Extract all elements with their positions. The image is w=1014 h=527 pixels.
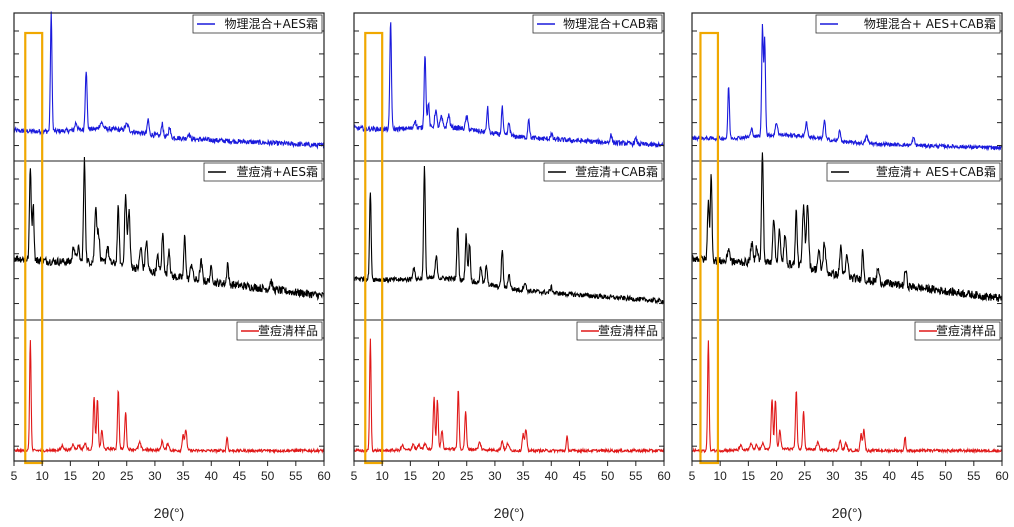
x-tick-label: 10 <box>36 469 50 483</box>
series-line-3-2 <box>691 152 1003 303</box>
x-tick-label: 25 <box>798 469 812 483</box>
x-axis-label: 2θ(°) <box>832 505 863 521</box>
x-tick-label: 55 <box>967 469 981 483</box>
legend-box <box>203 162 323 182</box>
x-tick-label: 5 <box>351 469 358 483</box>
x-tick-label: 20 <box>92 469 106 483</box>
x-tick-label: 20 <box>770 469 784 483</box>
x-tick-label: 25 <box>460 469 474 483</box>
x-tick-label: 50 <box>601 469 615 483</box>
x-tick-label: 45 <box>233 469 247 483</box>
series-line-1-3 <box>13 340 325 455</box>
legend-box <box>815 14 1001 34</box>
series-line-1-2 <box>13 157 325 301</box>
series-line-3-3 <box>691 340 1003 455</box>
x-tick-label: 10 <box>376 469 390 483</box>
legend-box <box>576 321 663 341</box>
x-tick-label: 60 <box>657 469 671 483</box>
series-line-2-2 <box>353 165 665 305</box>
highlight-box <box>364 31 384 465</box>
legend-label: 萱痘清+CAB霜 <box>575 164 658 179</box>
x-tick-label: 60 <box>317 469 331 483</box>
legend-label: 物理混合+AES霜 <box>225 16 318 31</box>
series-line-1-1 <box>13 11 325 150</box>
legend-label: 萱痘清样品 <box>598 323 658 338</box>
x-axis-label: 2θ(°) <box>154 505 185 521</box>
legend-label: 物理混合+ AES+CAB霜 <box>864 16 996 31</box>
x-tick-label: 10 <box>714 469 728 483</box>
series-line-2-3 <box>353 338 665 455</box>
series-line-2-1 <box>353 22 665 149</box>
legend-box <box>236 321 323 341</box>
x-tick-label: 55 <box>629 469 643 483</box>
x-tick-label: 25 <box>120 469 134 483</box>
highlight-box <box>24 31 44 465</box>
legend-label: 萱痘清+ AES+CAB霜 <box>876 164 996 179</box>
legend-box <box>914 321 1001 341</box>
x-tick-label: 15 <box>404 469 418 483</box>
x-tick-label: 40 <box>545 469 559 483</box>
legend-box <box>826 162 1001 182</box>
series-line-3-1 <box>691 24 1003 152</box>
x-tick-label: 55 <box>289 469 303 483</box>
x-tick-label: 35 <box>516 469 530 483</box>
x-tick-label: 15 <box>742 469 756 483</box>
plot-frame <box>13 12 325 462</box>
highlight-box <box>699 31 720 465</box>
x-tick-label: 5 <box>689 469 696 483</box>
legend-label: 萱痘清样品 <box>258 323 318 338</box>
x-tick-label: 30 <box>826 469 840 483</box>
legend-box <box>532 14 663 34</box>
x-tick-label: 50 <box>261 469 275 483</box>
x-axis-label: 2θ(°) <box>494 505 525 521</box>
x-tick-label: 35 <box>176 469 190 483</box>
x-tick-label: 30 <box>148 469 162 483</box>
x-tick-label: 50 <box>939 469 953 483</box>
legend-label: 萱痘清+AES霜 <box>237 164 318 179</box>
legend-label: 物理混合+CAB霜 <box>563 16 658 31</box>
x-tick-label: 30 <box>488 469 502 483</box>
x-tick-label: 40 <box>883 469 897 483</box>
x-tick-label: 45 <box>911 469 925 483</box>
x-tick-label: 5 <box>11 469 18 483</box>
plot-frame <box>691 12 1003 462</box>
legend-box <box>543 162 663 182</box>
x-tick-label: 40 <box>205 469 219 483</box>
x-tick-label: 15 <box>64 469 78 483</box>
legend-label: 萱痘清样品 <box>936 323 996 338</box>
x-tick-label: 60 <box>995 469 1009 483</box>
x-tick-label: 35 <box>854 469 868 483</box>
x-tick-label: 45 <box>573 469 587 483</box>
legend-box <box>192 14 323 34</box>
plot-frame <box>353 12 665 462</box>
x-tick-label: 20 <box>432 469 446 483</box>
